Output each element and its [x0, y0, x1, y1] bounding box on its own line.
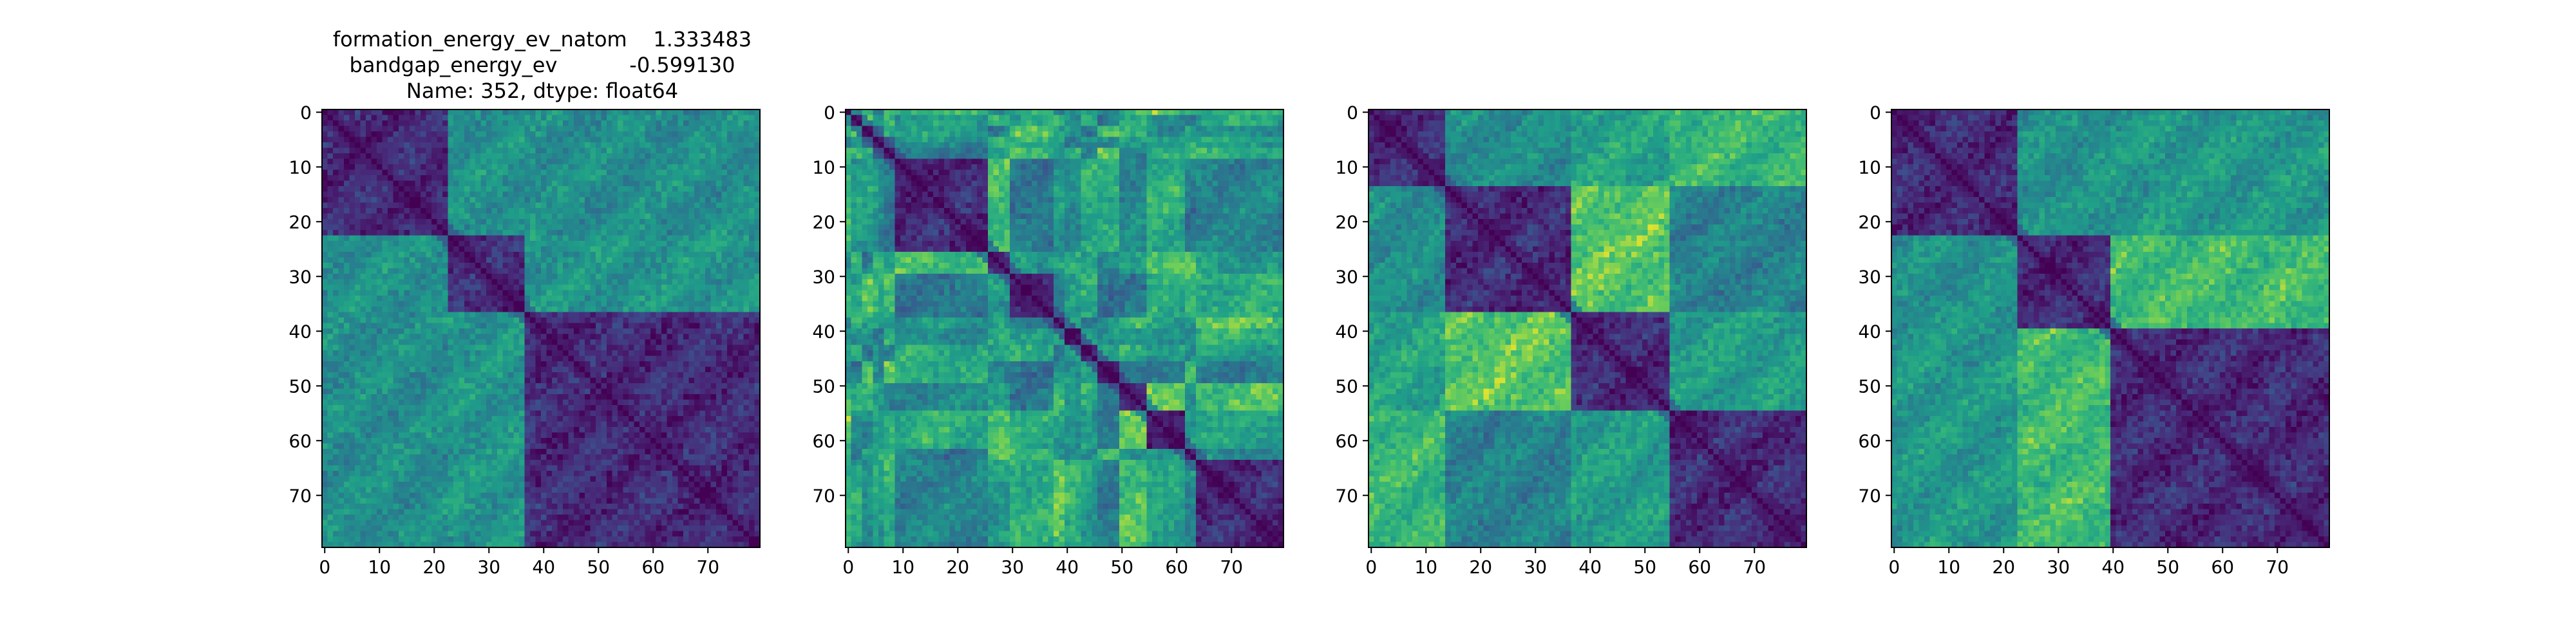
x-tick-label: 10	[1937, 556, 1960, 578]
y-tick-label: 20	[289, 211, 312, 232]
heatmap-image	[1891, 109, 2329, 547]
x-tick-label: 50	[1110, 556, 1133, 578]
x-tick-label: 70	[1743, 556, 1766, 578]
x-tick-label: 20	[1992, 556, 2015, 578]
x-tick-label: 30	[1524, 556, 1547, 578]
y-tick-label: 20	[1858, 211, 1881, 232]
y-tick-label: 40	[1335, 321, 1358, 342]
y-tick-label: 20	[812, 211, 835, 232]
heatmap-panel-1: 0 10 20 30 40 50 60 70 0 10 20 30 40 50 60 70	[289, 102, 761, 578]
axes-frame	[845, 109, 1284, 548]
x-tick-label: 50	[2156, 556, 2179, 578]
x-tick-label: 0	[1888, 556, 1900, 578]
heatmap-panel-3: 0 10 20 30 40 50 60 70 0 10 20 30 40 50 60 70	[1335, 102, 1807, 578]
y-tick-label: 50	[1858, 375, 1881, 397]
y-tick-label: 20	[1335, 211, 1358, 232]
x-tick-label: 20	[422, 556, 446, 578]
title-line-3: Name: 352, dtype: float64	[406, 79, 678, 103]
x-tick-label: 10	[368, 556, 391, 578]
y-tick-label: 0	[824, 102, 835, 123]
y-tick-label: 50	[289, 375, 312, 397]
y-tick-label: 60	[289, 430, 312, 451]
x-tick-label: 0	[319, 556, 330, 578]
x-tick-label: 40	[1056, 556, 1079, 578]
heatmap-image	[846, 109, 1283, 547]
y-tick-label: 30	[1335, 266, 1358, 287]
heatmap-image	[322, 109, 760, 547]
x-tick-label: 60	[641, 556, 665, 578]
x-tick-label: 60	[1688, 556, 1711, 578]
title-line-1: formation_energy_ev_natom 1.333483	[333, 27, 752, 52]
y-tick-label: 0	[300, 102, 312, 123]
y-tick-label: 10	[1858, 156, 1881, 178]
x-tick-label: 60	[2211, 556, 2234, 578]
y-tick-label: 50	[1335, 375, 1358, 397]
x-tick-label: 70	[2266, 556, 2289, 578]
heatmap-image	[1368, 109, 1806, 547]
x-tick-label: 30	[477, 556, 500, 578]
y-tick-label: 30	[812, 266, 835, 287]
y-tick-label: 30	[289, 266, 312, 287]
axes-frame	[1891, 109, 2330, 548]
y-tick-label: 0	[1347, 102, 1358, 123]
y-tick-label: 10	[812, 156, 835, 178]
y-tick-label: 10	[1335, 156, 1358, 178]
x-tick-label: 10	[891, 556, 914, 578]
x-tick-label: 40	[2101, 556, 2125, 578]
x-tick-label: 30	[2047, 556, 2070, 578]
x-tick-label: 50	[587, 556, 610, 578]
x-tick-label: 10	[1414, 556, 1437, 578]
y-tick-label: 40	[289, 321, 312, 342]
x-tick-label: 50	[1633, 556, 1656, 578]
y-tick-label: 70	[1858, 485, 1881, 506]
y-tick-label: 60	[812, 430, 835, 451]
x-tick-label: 20	[1469, 556, 1492, 578]
x-tick-label: 20	[946, 556, 969, 578]
axes-frame	[1368, 109, 1807, 548]
y-tick-label: 60	[1858, 430, 1881, 451]
heatmap-panel-4: 0 10 20 30 40 50 60 70 0 10 20 30 40 50 60 70	[1858, 102, 2330, 578]
y-tick-label: 0	[1870, 102, 1881, 123]
x-tick-label: 70	[696, 556, 719, 578]
y-tick-label: 70	[289, 485, 312, 506]
y-tick-label: 70	[812, 485, 835, 506]
title-line-2: bandgap_energy_ev -0.599130	[350, 53, 735, 77]
y-tick-label: 40	[812, 321, 835, 342]
y-tick-label: 10	[289, 156, 312, 178]
x-tick-label: 40	[532, 556, 555, 578]
x-tick-label: 40	[1578, 556, 1602, 578]
y-tick-label: 50	[812, 375, 835, 397]
y-tick-label: 40	[1858, 321, 1881, 342]
x-tick-label: 0	[1365, 556, 1377, 578]
y-tick-label: 60	[1335, 430, 1358, 451]
y-tick-label: 70	[1335, 485, 1358, 506]
axes-frame	[321, 109, 761, 548]
x-tick-label: 60	[1165, 556, 1188, 578]
x-tick-label: 0	[842, 556, 854, 578]
x-tick-label: 30	[1001, 556, 1024, 578]
y-tick-label: 30	[1858, 266, 1881, 287]
heatmap-panel-2: 0 10 20 30 40 50 60 70 0 10 20 30 40 50 60 70	[812, 102, 1284, 578]
x-tick-label: 70	[1220, 556, 1243, 578]
